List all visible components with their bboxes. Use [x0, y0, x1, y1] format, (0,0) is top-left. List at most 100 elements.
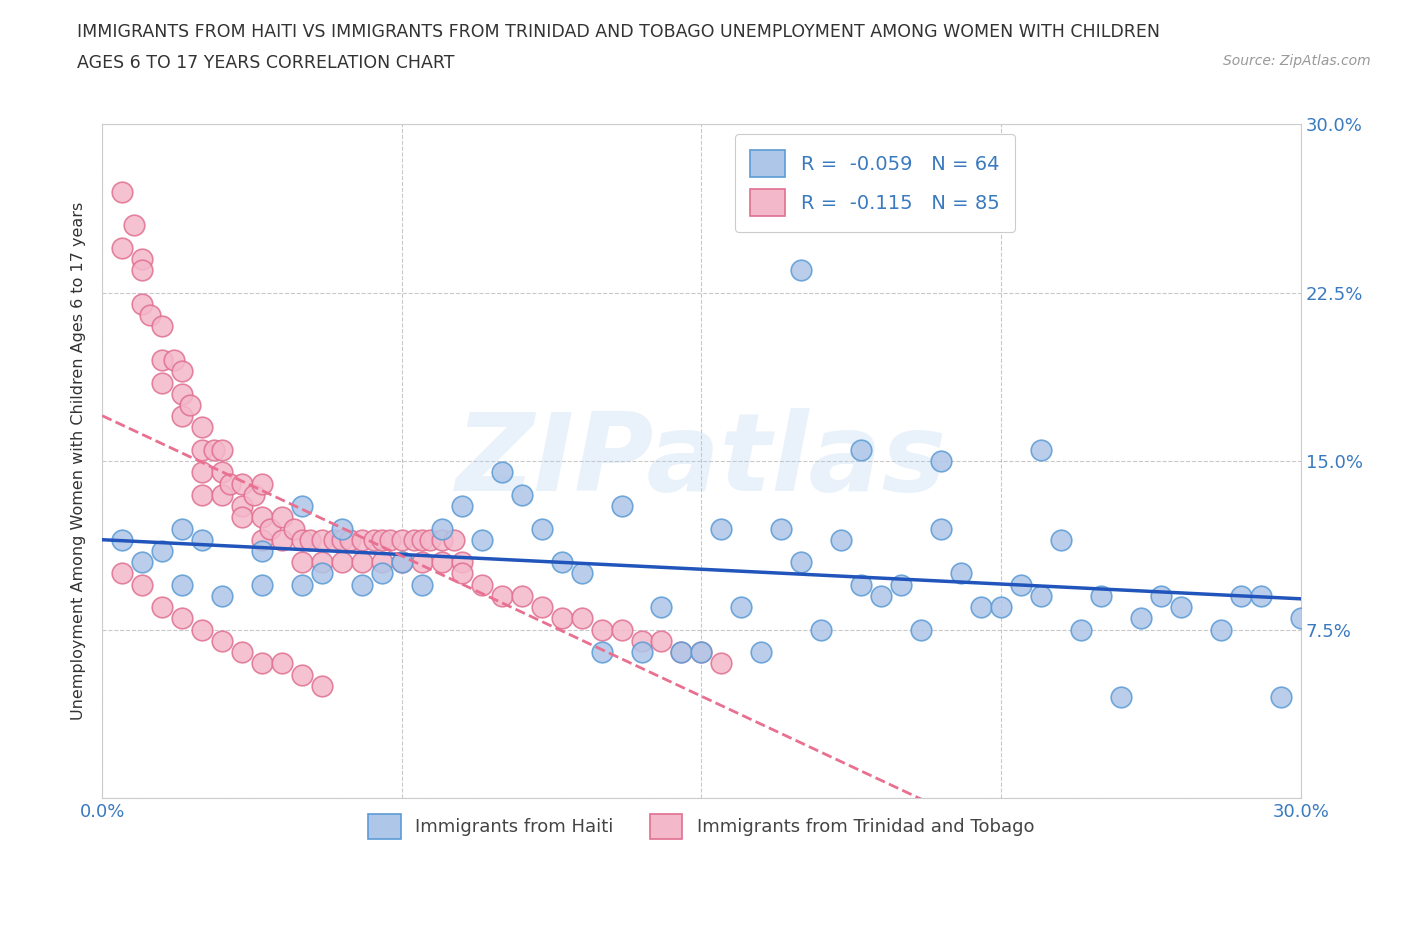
- Point: [191, 622, 214, 637]
- Point: [491, 465, 513, 480]
- Point: [630, 644, 652, 659]
- Point: [371, 566, 394, 581]
- Point: [298, 532, 321, 547]
- Point: [291, 498, 314, 513]
- Point: [211, 633, 233, 648]
- Text: IMMIGRANTS FROM HAITI VS IMMIGRANTS FROM TRINIDAD AND TOBAGO UNEMPLOYMENT AMONG : IMMIGRANTS FROM HAITI VS IMMIGRANTS FROM…: [77, 23, 1160, 41]
- Point: [610, 622, 633, 637]
- Point: [650, 633, 672, 648]
- Point: [690, 644, 713, 659]
- Point: [150, 600, 173, 615]
- Point: [202, 443, 225, 458]
- Point: [172, 409, 194, 424]
- Point: [131, 578, 153, 592]
- Point: [311, 532, 333, 547]
- Point: [250, 578, 273, 592]
- Point: [411, 578, 433, 592]
- Point: [851, 443, 873, 458]
- Point: [191, 487, 214, 502]
- Point: [510, 589, 533, 604]
- Point: [450, 566, 472, 581]
- Point: [411, 555, 433, 570]
- Point: [131, 555, 153, 570]
- Point: [363, 532, 385, 547]
- Point: [430, 555, 453, 570]
- Point: [1150, 589, 1173, 604]
- Point: [851, 578, 873, 592]
- Point: [378, 532, 401, 547]
- Point: [790, 555, 813, 570]
- Point: [1029, 589, 1052, 604]
- Point: [591, 622, 613, 637]
- Point: [929, 521, 952, 536]
- Point: [111, 566, 134, 581]
- Point: [291, 667, 314, 682]
- Point: [530, 600, 553, 615]
- Point: [471, 532, 494, 547]
- Point: [150, 543, 173, 558]
- Point: [122, 218, 145, 232]
- Point: [650, 600, 672, 615]
- Point: [211, 589, 233, 604]
- Point: [191, 465, 214, 480]
- Point: [1070, 622, 1092, 637]
- Point: [211, 487, 233, 502]
- Text: ZIPatlas: ZIPatlas: [456, 408, 948, 514]
- Point: [259, 521, 281, 536]
- Point: [150, 352, 173, 367]
- Point: [291, 555, 314, 570]
- Point: [139, 308, 162, 323]
- Point: [250, 543, 273, 558]
- Point: [371, 532, 394, 547]
- Point: [530, 521, 553, 536]
- Point: [402, 532, 425, 547]
- Point: [243, 487, 266, 502]
- Point: [1109, 689, 1132, 704]
- Point: [371, 555, 394, 570]
- Point: [1209, 622, 1232, 637]
- Point: [491, 589, 513, 604]
- Point: [131, 263, 153, 278]
- Point: [671, 644, 693, 659]
- Text: Source: ZipAtlas.com: Source: ZipAtlas.com: [1223, 54, 1371, 68]
- Point: [250, 656, 273, 671]
- Point: [191, 532, 214, 547]
- Point: [1250, 589, 1272, 604]
- Point: [391, 555, 413, 570]
- Point: [172, 521, 194, 536]
- Point: [250, 532, 273, 547]
- Point: [111, 240, 134, 255]
- Point: [1289, 611, 1312, 626]
- Point: [163, 352, 186, 367]
- Point: [330, 532, 353, 547]
- Point: [751, 644, 773, 659]
- Point: [219, 476, 242, 491]
- Point: [710, 521, 733, 536]
- Point: [311, 678, 333, 693]
- Point: [450, 498, 472, 513]
- Point: [411, 532, 433, 547]
- Point: [271, 656, 294, 671]
- Point: [131, 252, 153, 267]
- Point: [231, 510, 253, 525]
- Point: [322, 532, 344, 547]
- Point: [1090, 589, 1112, 604]
- Point: [191, 420, 214, 435]
- Point: [1270, 689, 1292, 704]
- Point: [211, 465, 233, 480]
- Point: [1050, 532, 1073, 547]
- Point: [571, 566, 593, 581]
- Point: [339, 532, 361, 547]
- Point: [1010, 578, 1032, 592]
- Point: [283, 521, 305, 536]
- Point: [550, 611, 572, 626]
- Point: [770, 521, 793, 536]
- Point: [1129, 611, 1152, 626]
- Point: [671, 644, 693, 659]
- Point: [391, 532, 413, 547]
- Point: [350, 555, 373, 570]
- Point: [172, 386, 194, 401]
- Point: [990, 600, 1012, 615]
- Point: [510, 487, 533, 502]
- Text: AGES 6 TO 17 YEARS CORRELATION CHART: AGES 6 TO 17 YEARS CORRELATION CHART: [77, 54, 454, 72]
